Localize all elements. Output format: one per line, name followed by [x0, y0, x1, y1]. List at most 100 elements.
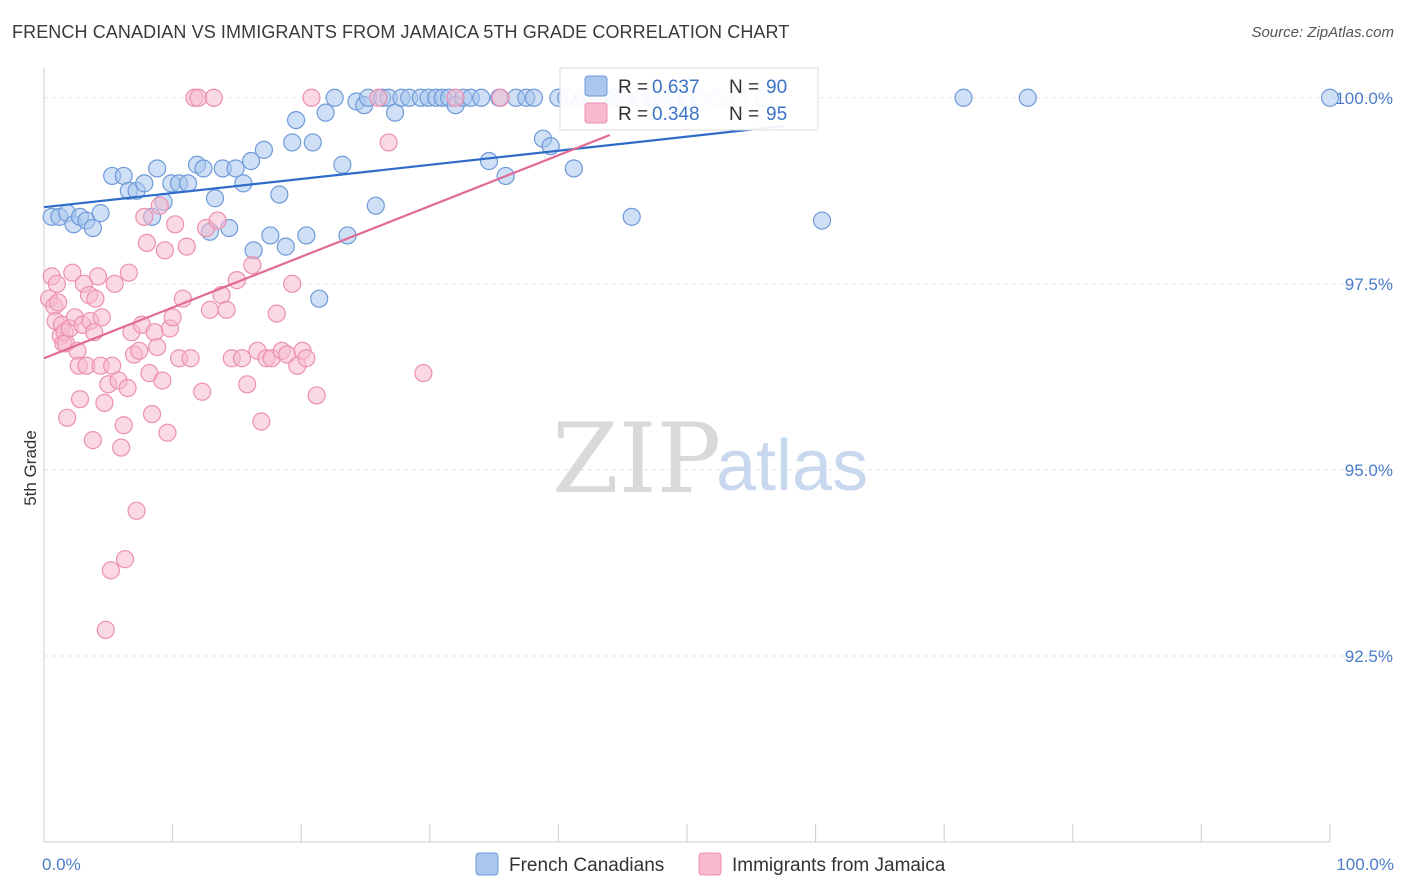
- point-french-canadians: [261, 226, 280, 245]
- point-immigrants-from-jamaica: [115, 550, 135, 569]
- point-immigrants-from-jamaica: [302, 88, 321, 107]
- point-immigrants-from-jamaica: [135, 207, 154, 226]
- legend-r-value-pink: 0.348: [652, 104, 700, 125]
- point-immigrants-from-jamaica: [119, 263, 138, 282]
- point-french-canadians: [286, 110, 306, 130]
- point-immigrants-from-jamaica: [238, 375, 257, 394]
- point-french-canadians: [316, 103, 335, 122]
- watermark-zip: ZIP: [552, 403, 721, 515]
- point-immigrants-from-jamaica: [142, 404, 162, 424]
- point-immigrants-from-jamaica: [200, 300, 219, 319]
- point-immigrants-from-jamaica: [204, 88, 223, 107]
- point-immigrants-from-jamaica: [173, 289, 192, 308]
- bottom-legend-swatch-pink: [698, 852, 722, 876]
- y-tick-label: 92.5%: [1345, 647, 1393, 666]
- point-french-canadians: [276, 237, 295, 256]
- y-tick-label: 95.0%: [1345, 461, 1393, 480]
- point-french-canadians: [283, 133, 302, 152]
- point-immigrants-from-jamaica: [70, 390, 90, 409]
- point-french-canadians: [234, 174, 253, 193]
- point-french-canadians: [472, 88, 491, 107]
- x-tick-label: 100.0%: [1336, 855, 1394, 874]
- point-french-canadians: [1320, 88, 1340, 107]
- chart-title: FRENCH CANADIAN VS IMMIGRANTS FROM JAMAI…: [12, 22, 790, 42]
- legend-n-label-blue: N =: [729, 77, 759, 98]
- point-french-canadians: [226, 159, 245, 178]
- trend-lines: [43, 124, 784, 360]
- point-immigrants-from-jamaica: [252, 412, 271, 431]
- point-french-canadians: [303, 133, 322, 152]
- point-immigrants-from-jamaica: [101, 561, 120, 580]
- point-french-canadians: [297, 226, 316, 245]
- point-immigrants-from-jamaica: [369, 88, 388, 107]
- point-immigrants-from-jamaica: [193, 382, 212, 401]
- point-immigrants-from-jamaica: [86, 289, 105, 308]
- legend-n-label-pink: N =: [729, 104, 759, 125]
- stats-legend: R = 0.637 N = 90 R = 0.348 N = 95: [559, 67, 819, 131]
- point-immigrants-from-jamaica: [130, 341, 149, 360]
- legend-r-value-blue: 0.637: [652, 77, 700, 98]
- point-immigrants-from-jamaica: [145, 323, 164, 342]
- point-immigrants-from-jamaica: [112, 438, 131, 457]
- y-tick-label: 100.0%: [1335, 89, 1393, 108]
- point-immigrants-from-jamaica: [217, 300, 236, 319]
- point-immigrants-from-jamaica: [150, 196, 169, 215]
- x-tick-label: 0.0%: [42, 855, 81, 874]
- point-immigrants-from-jamaica: [491, 88, 510, 107]
- point-french-canadians: [178, 174, 198, 193]
- point-french-canadians: [325, 88, 344, 107]
- point-immigrants-from-jamaica: [58, 408, 77, 427]
- point-french-canadians: [812, 211, 832, 230]
- point-french-canadians: [241, 151, 261, 171]
- point-french-canadians: [564, 159, 583, 178]
- point-immigrants-from-jamaica: [208, 211, 227, 230]
- point-immigrants-from-jamaica: [92, 308, 111, 327]
- point-immigrants-from-jamaica: [414, 364, 433, 383]
- point-immigrants-from-jamaica: [189, 88, 208, 107]
- point-immigrants-from-jamaica: [158, 423, 177, 442]
- point-immigrants-from-jamaica: [446, 88, 465, 107]
- point-immigrants-from-jamaica: [95, 393, 114, 413]
- point-immigrants-from-jamaica: [105, 274, 124, 293]
- point-immigrants-from-jamaica: [243, 256, 262, 275]
- point-immigrants-from-jamaica: [96, 620, 115, 639]
- point-immigrants-from-jamaica: [63, 263, 82, 282]
- point-immigrants-from-jamaica: [127, 501, 146, 520]
- point-french-canadians: [135, 174, 154, 193]
- point-french-canadians: [366, 196, 385, 215]
- point-french-canadians: [83, 218, 102, 238]
- point-immigrants-from-jamaica: [148, 337, 167, 357]
- bottom-legend-label-jamaica: Immigrants from Jamaica: [732, 855, 946, 876]
- point-french-canadians: [310, 289, 329, 308]
- point-immigrants-from-jamaica: [114, 416, 133, 435]
- watermark: ZIP atlas: [552, 403, 868, 515]
- x-tick-labels: 0.0% 100.0%: [42, 855, 1394, 874]
- y-tick-label: 97.5%: [1345, 275, 1393, 294]
- point-immigrants-from-jamaica: [153, 371, 172, 390]
- point-french-canadians: [205, 189, 225, 208]
- point-immigrants-from-jamaica: [49, 293, 68, 312]
- point-immigrants-from-jamaica: [283, 274, 302, 293]
- trend-line-immigrants-from-jamaica: [43, 133, 611, 360]
- point-immigrants-from-jamaica: [166, 215, 185, 234]
- point-immigrants-from-jamaica: [232, 349, 252, 368]
- point-french-canadians: [479, 151, 499, 171]
- point-immigrants-from-jamaica: [297, 349, 316, 368]
- point-french-canadians: [954, 88, 973, 107]
- point-immigrants-from-jamaica: [267, 304, 286, 323]
- legend-r-label-pink: R =: [618, 104, 648, 125]
- point-immigrants-from-jamaica: [83, 431, 102, 450]
- legend-swatch-blue: [584, 75, 608, 97]
- point-immigrants-from-jamaica: [163, 308, 182, 327]
- point-french-canadians: [333, 155, 352, 174]
- legend-n-value-blue: 90: [766, 77, 787, 98]
- series-immigrants-from-jamaica: [40, 88, 510, 639]
- point-immigrants-from-jamaica: [181, 349, 200, 368]
- legend-n-value-pink: 95: [766, 104, 787, 125]
- point-french-canadians: [1018, 88, 1037, 107]
- point-french-canadians: [254, 140, 274, 159]
- legend-swatch-pink: [584, 102, 608, 124]
- point-french-canadians: [270, 185, 289, 204]
- point-immigrants-from-jamaica: [379, 133, 398, 152]
- watermark-atlas: atlas: [716, 426, 868, 506]
